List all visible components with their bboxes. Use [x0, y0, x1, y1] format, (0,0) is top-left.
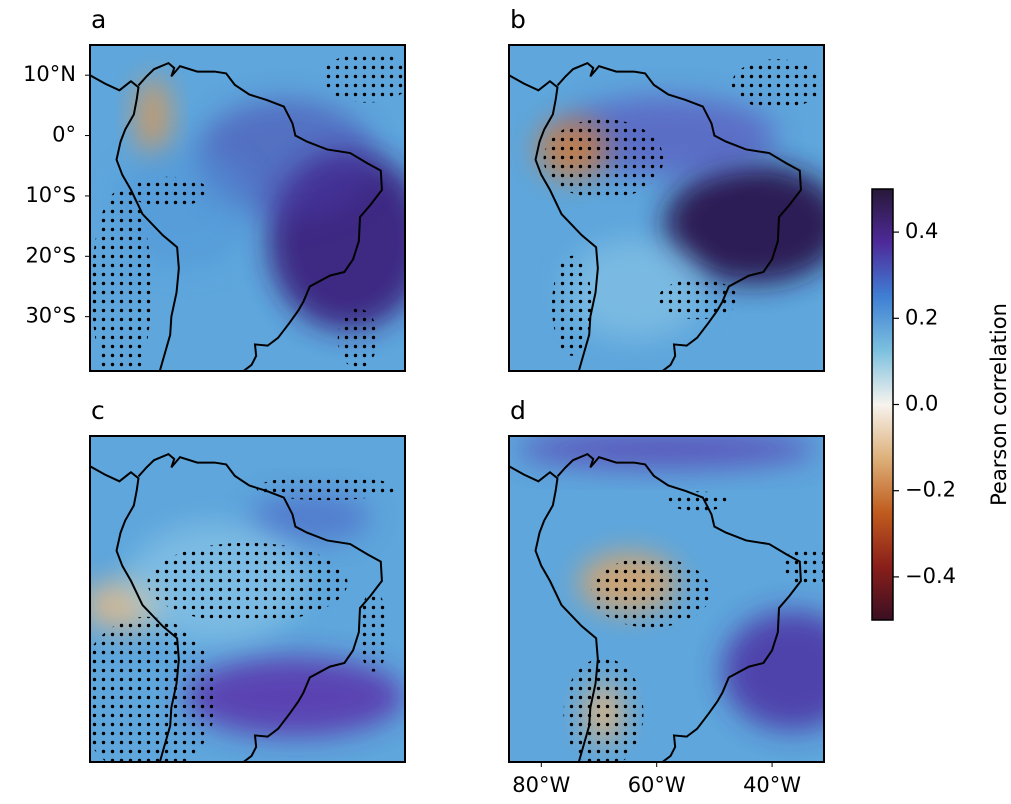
significance-stipple	[590, 557, 711, 628]
correlation-field	[250, 492, 371, 543]
significance-stipple	[783, 546, 824, 587]
significance-stipple	[90, 616, 217, 762]
coastline	[509, 74, 599, 371]
map-panel: d	[508, 396, 825, 763]
panel-label: d	[510, 396, 526, 425]
significance-stipple	[552, 255, 592, 356]
coastline	[90, 465, 180, 762]
colorbar-tick-label: 0.2	[905, 305, 938, 329]
significance-stipple	[91, 189, 152, 371]
panel-frame	[508, 435, 825, 763]
significance-stipple	[256, 476, 397, 501]
panel-label: c	[91, 396, 105, 425]
lat-tick-label: 20°S	[25, 243, 76, 267]
significance-stipple	[658, 279, 738, 320]
significance-stipple	[147, 542, 348, 623]
significance-stipple	[358, 591, 389, 672]
coastline	[90, 74, 180, 371]
colorbar-tick-label: 0.0	[905, 392, 938, 416]
panel-frame	[508, 44, 825, 372]
panel-frame	[89, 435, 406, 763]
correlation-field	[722, 610, 824, 731]
lat-tick-label: 30°S	[25, 304, 76, 328]
colorbar-tick-label: −0.4	[905, 564, 956, 588]
panel-frame	[89, 44, 406, 372]
correlation-field	[565, 239, 705, 340]
colorbar	[871, 188, 894, 621]
significance-stipple	[128, 176, 209, 207]
map-panel: b	[508, 5, 825, 372]
panel-label: a	[91, 5, 106, 34]
lat-tick-label: 10°N	[23, 62, 76, 86]
significance-stipple	[337, 308, 378, 369]
significance-stipple	[563, 658, 644, 762]
correlation-field	[516, 436, 817, 470]
correlation-field	[184, 656, 405, 737]
significance-stipple	[731, 59, 822, 110]
coastline	[556, 452, 802, 762]
lat-tick-label: 0°	[52, 123, 76, 147]
significance-stipple	[543, 119, 664, 200]
lat-tick-label: 10°S	[25, 183, 76, 207]
coastline	[509, 465, 599, 762]
panel-label: b	[510, 5, 526, 34]
coastline	[137, 61, 383, 371]
map-panel: c	[89, 396, 406, 763]
significance-stipple	[668, 491, 728, 512]
lon-tick-label: 40°W	[743, 773, 801, 797]
correlation-field	[114, 148, 255, 268]
colorbar-tick-label: −0.2	[905, 478, 956, 502]
colorbar-tick-label: 0.4	[905, 219, 938, 243]
correlation-field	[664, 164, 824, 285]
coastline	[137, 452, 383, 762]
map-panel: a	[89, 5, 406, 372]
colorbar-label: Pearson correlation	[987, 303, 1011, 506]
coastline	[556, 61, 802, 371]
correlation-field	[135, 76, 171, 157]
lon-tick-label: 80°W	[512, 773, 570, 797]
significance-stipple	[322, 52, 405, 103]
lon-tick-label: 60°W	[628, 773, 686, 797]
